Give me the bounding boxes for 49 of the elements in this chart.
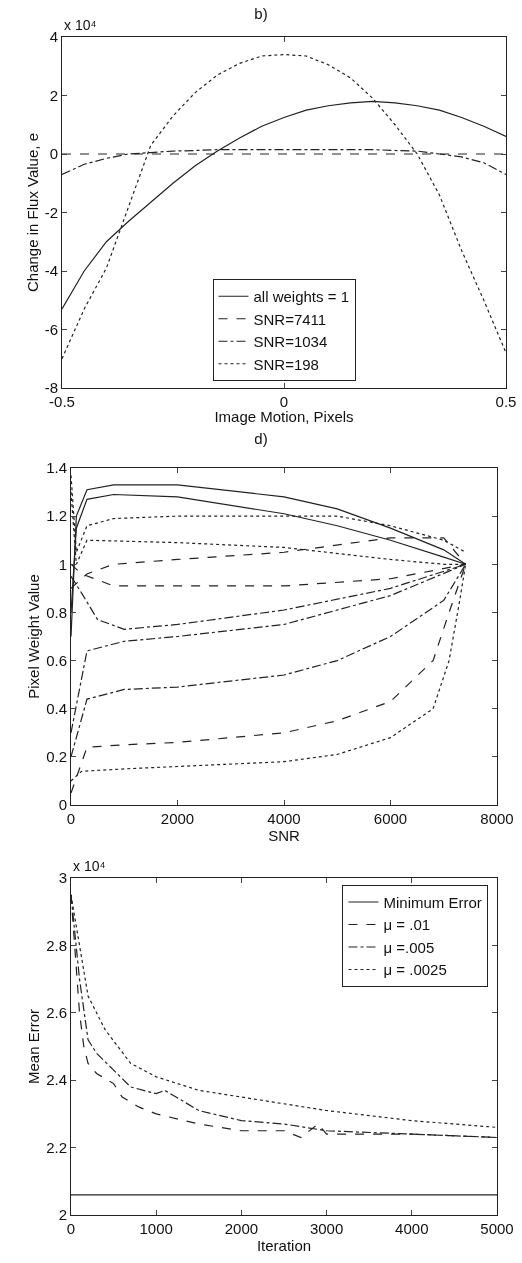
x-tick-label: 0 [279, 393, 289, 410]
x-tick-label: 1000 [139, 1220, 173, 1237]
y-tick-label: -4 [44, 262, 58, 280]
y-tick-label: 2 [49, 86, 58, 104]
x-tick-label: 8000 [480, 810, 514, 827]
x-axis-title: Iteration [256, 1237, 312, 1254]
x-tick-label: 4000 [395, 1220, 429, 1237]
legend-label: SNR=7411 [253, 310, 327, 328]
legend-label: all weights = 1 [253, 288, 349, 306]
y-tick-label: 2.6 [46, 1004, 67, 1022]
y-tick-label: 0.8 [46, 603, 67, 621]
legend-label: μ = .01 [383, 916, 431, 934]
y-tick-label: 0.6 [46, 651, 67, 669]
text: x 10⁴ [73, 858, 106, 874]
x-tick-label: 3000 [309, 1220, 344, 1237]
y-tick-label: 2.4 [46, 1071, 67, 1089]
x-tick-label: 2000 [160, 810, 195, 827]
y-tick-label: 4 [49, 28, 58, 46]
y-axis-title: Mean Error [25, 1008, 43, 1085]
legend-label: μ =.005 [383, 938, 435, 956]
y-tick-label: 3 [58, 869, 67, 887]
y-tick-label: 2 [58, 1206, 67, 1224]
y-tick-label: -2 [44, 203, 58, 221]
y-tick-label: 0 [58, 796, 67, 814]
y-axis-title: Pixel Weight Value [25, 574, 43, 699]
x-tick-label: 4000 [267, 810, 301, 827]
legend-label: Minimum Error [383, 893, 482, 911]
x-tick-label: 2000 [224, 1220, 259, 1237]
legend-label: μ = .0025 [383, 961, 447, 979]
y-tick-label: 0.2 [46, 748, 67, 766]
y-tick-label: 2.2 [46, 1138, 67, 1156]
y-tick-label: 0 [49, 145, 58, 163]
y-tick-label: -6 [44, 320, 58, 338]
y-tick-label: 1.2 [46, 507, 67, 525]
y-tick-label: 1 [58, 555, 67, 573]
y-tick-label: 2.8 [46, 936, 67, 954]
y-tick-label: 1.4 [46, 459, 67, 477]
text: x 10⁴ [64, 17, 97, 33]
x-tick-label: 5000 [480, 1220, 514, 1237]
x-tick-label: 0.5 [495, 393, 517, 410]
chart-title: b) [254, 4, 268, 22]
x-axis-title: Image Motion, Pixels [214, 408, 354, 425]
y-tick-label: 0.4 [46, 699, 67, 717]
legend-label: SNR=198 [253, 355, 319, 373]
chart-title: d) [254, 429, 268, 447]
y-axis-title: Change in Flux Value, e [23, 133, 41, 292]
legend-label: SNR=1034 [253, 333, 328, 351]
x-axis-title: SNR [268, 827, 300, 844]
x-tick-label: 6000 [373, 810, 408, 827]
